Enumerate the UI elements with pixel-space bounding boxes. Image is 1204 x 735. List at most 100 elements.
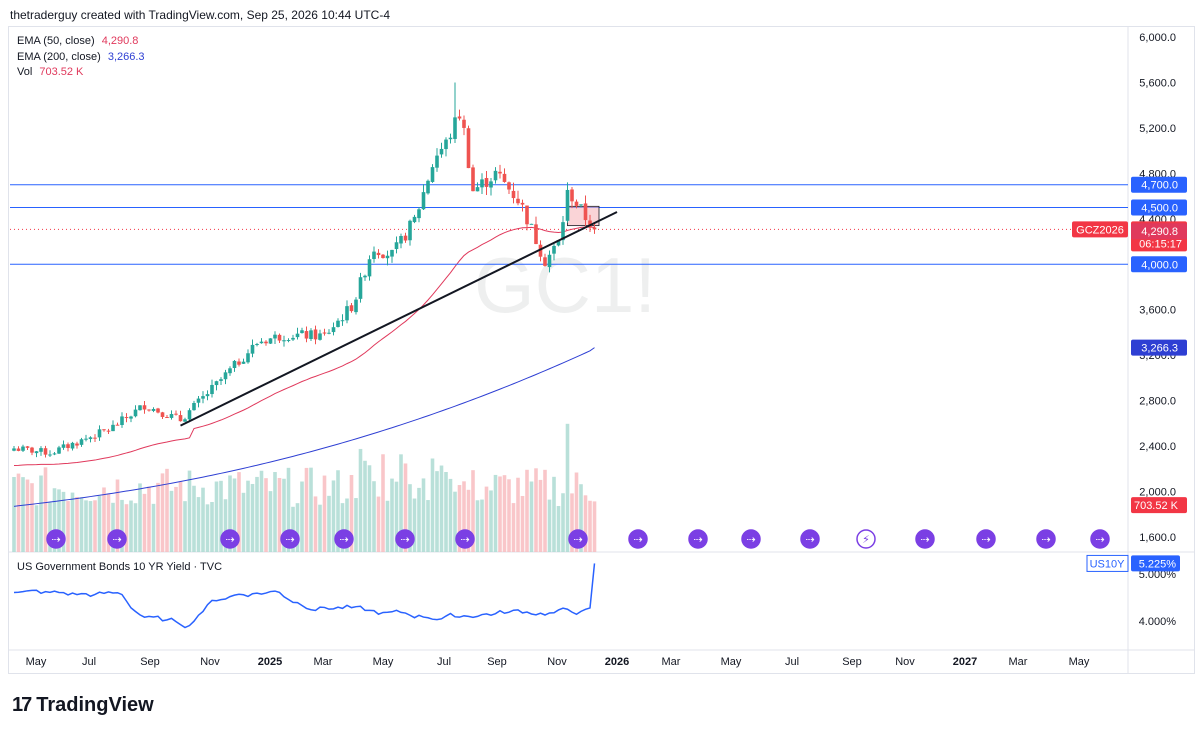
candle-body xyxy=(354,299,358,313)
candle-body xyxy=(376,252,381,256)
candle-body xyxy=(408,220,412,241)
time-axis-label: May xyxy=(721,656,742,668)
volume-bar xyxy=(88,501,93,552)
volume-bar xyxy=(97,495,102,552)
volume-bar xyxy=(552,476,556,552)
legend-name: EMA (200, close) xyxy=(17,50,101,63)
volume-series xyxy=(12,423,597,552)
candle-body xyxy=(516,198,520,204)
candle-body xyxy=(12,448,16,451)
candle-body xyxy=(147,409,151,411)
volume-bar xyxy=(268,491,273,552)
event-marker-glyph: ⚡ xyxy=(862,533,870,546)
volume-bar xyxy=(448,478,453,552)
volume-bar xyxy=(57,489,61,552)
volume-bar xyxy=(21,477,25,552)
us10y-symbol-badge-bg xyxy=(1086,554,1129,572)
volume-bar xyxy=(201,487,205,552)
volume-bar xyxy=(453,491,457,552)
legend-row-ema200[interactable]: EMA (200, close) 3,266.3 xyxy=(17,50,145,66)
candle-body xyxy=(421,192,426,210)
price-tick-label: 3,600.0 xyxy=(1139,305,1176,317)
volume-bar xyxy=(273,472,277,552)
symbol-watermark: GC1! xyxy=(474,241,656,329)
candle-body xyxy=(192,402,196,411)
earnings-flash-icon xyxy=(856,529,876,549)
candle-body xyxy=(165,417,169,419)
candle-body xyxy=(255,343,259,345)
volume-bar xyxy=(255,476,259,552)
candle-body xyxy=(205,394,210,397)
volume-bar xyxy=(493,474,498,552)
us10y-value-badge-bg xyxy=(1131,555,1180,572)
candle-body xyxy=(84,438,88,440)
legend-row-ema50[interactable]: EMA (50, close) 4,290.8 xyxy=(17,34,145,50)
candle-body xyxy=(174,413,178,415)
volume-bar xyxy=(129,500,133,552)
volume-bar xyxy=(210,502,214,552)
volume-bar xyxy=(160,473,165,552)
candle-body xyxy=(435,155,439,168)
candle-body xyxy=(466,128,471,169)
volume-bar xyxy=(480,499,484,552)
time-axis-label: Nov xyxy=(547,656,567,668)
volume-bar xyxy=(430,458,435,552)
candle-body xyxy=(556,240,561,246)
event-marker-glyph: ⇢ xyxy=(460,533,469,546)
candle-body xyxy=(129,416,133,419)
subpane-legend[interactable]: US Government Bonds 10 YR Yield · TVC xyxy=(17,561,223,573)
time-axis-label: 2026 xyxy=(605,656,629,668)
volume-bar xyxy=(390,478,394,552)
candle-body xyxy=(66,444,70,448)
candle-body xyxy=(385,255,390,259)
volume-bar xyxy=(115,479,120,552)
price-badge-label: 703.52 K xyxy=(1134,500,1179,512)
event-marker-glyph: ⇢ xyxy=(693,533,702,546)
event-marker-glyph: ⇢ xyxy=(573,533,582,546)
volume-bar xyxy=(543,469,547,552)
event-marker-glyph: ⇢ xyxy=(225,533,234,546)
event-marker-glyph: ⇢ xyxy=(805,533,814,546)
us10y-value-badge-label: 5.225% xyxy=(1139,558,1177,570)
candle-body xyxy=(331,327,336,333)
candle-body xyxy=(169,414,174,418)
candle-body xyxy=(448,137,453,140)
volume-bar xyxy=(151,503,156,552)
volume-bar xyxy=(75,496,79,552)
candle-body xyxy=(106,430,111,432)
candle-body xyxy=(246,353,250,363)
candle-body xyxy=(574,201,579,206)
candle-body xyxy=(336,320,340,327)
candle-body xyxy=(480,179,484,188)
dividend-event-icon xyxy=(741,529,761,549)
event-marker-glyph: ⇢ xyxy=(400,533,409,546)
candle-body xyxy=(178,415,183,422)
volume-bar xyxy=(237,472,241,552)
candle-body xyxy=(561,222,565,241)
time-axis-label: Jul xyxy=(437,656,451,668)
volume-bar xyxy=(178,481,183,552)
countdown-label: 06:15:17 xyxy=(1139,238,1182,250)
price-badge: 4,700.0 xyxy=(1131,176,1187,193)
volume-bar xyxy=(520,495,525,552)
dividend-event-icon xyxy=(628,529,648,549)
price-tick-label: 1,600.0 xyxy=(1139,532,1176,544)
candle-body xyxy=(381,254,385,259)
volume-bar xyxy=(228,475,232,552)
volume-bar xyxy=(556,506,561,552)
legend-row-volume[interactable]: Vol 703.52 K xyxy=(17,65,145,81)
price-badge-bg xyxy=(1131,223,1187,240)
volume-bar xyxy=(394,481,399,552)
price-tick-label: 5,200.0 xyxy=(1139,123,1176,135)
volume-bar xyxy=(349,475,354,552)
volume-bar xyxy=(147,486,151,552)
candle-body xyxy=(259,341,264,344)
candle-body xyxy=(525,205,529,225)
dividend-event-icon xyxy=(107,529,127,549)
candle-body xyxy=(241,361,246,364)
candle-body xyxy=(507,182,511,190)
candle-body xyxy=(79,439,84,445)
candle-body xyxy=(327,332,331,334)
candle-body xyxy=(313,329,318,340)
